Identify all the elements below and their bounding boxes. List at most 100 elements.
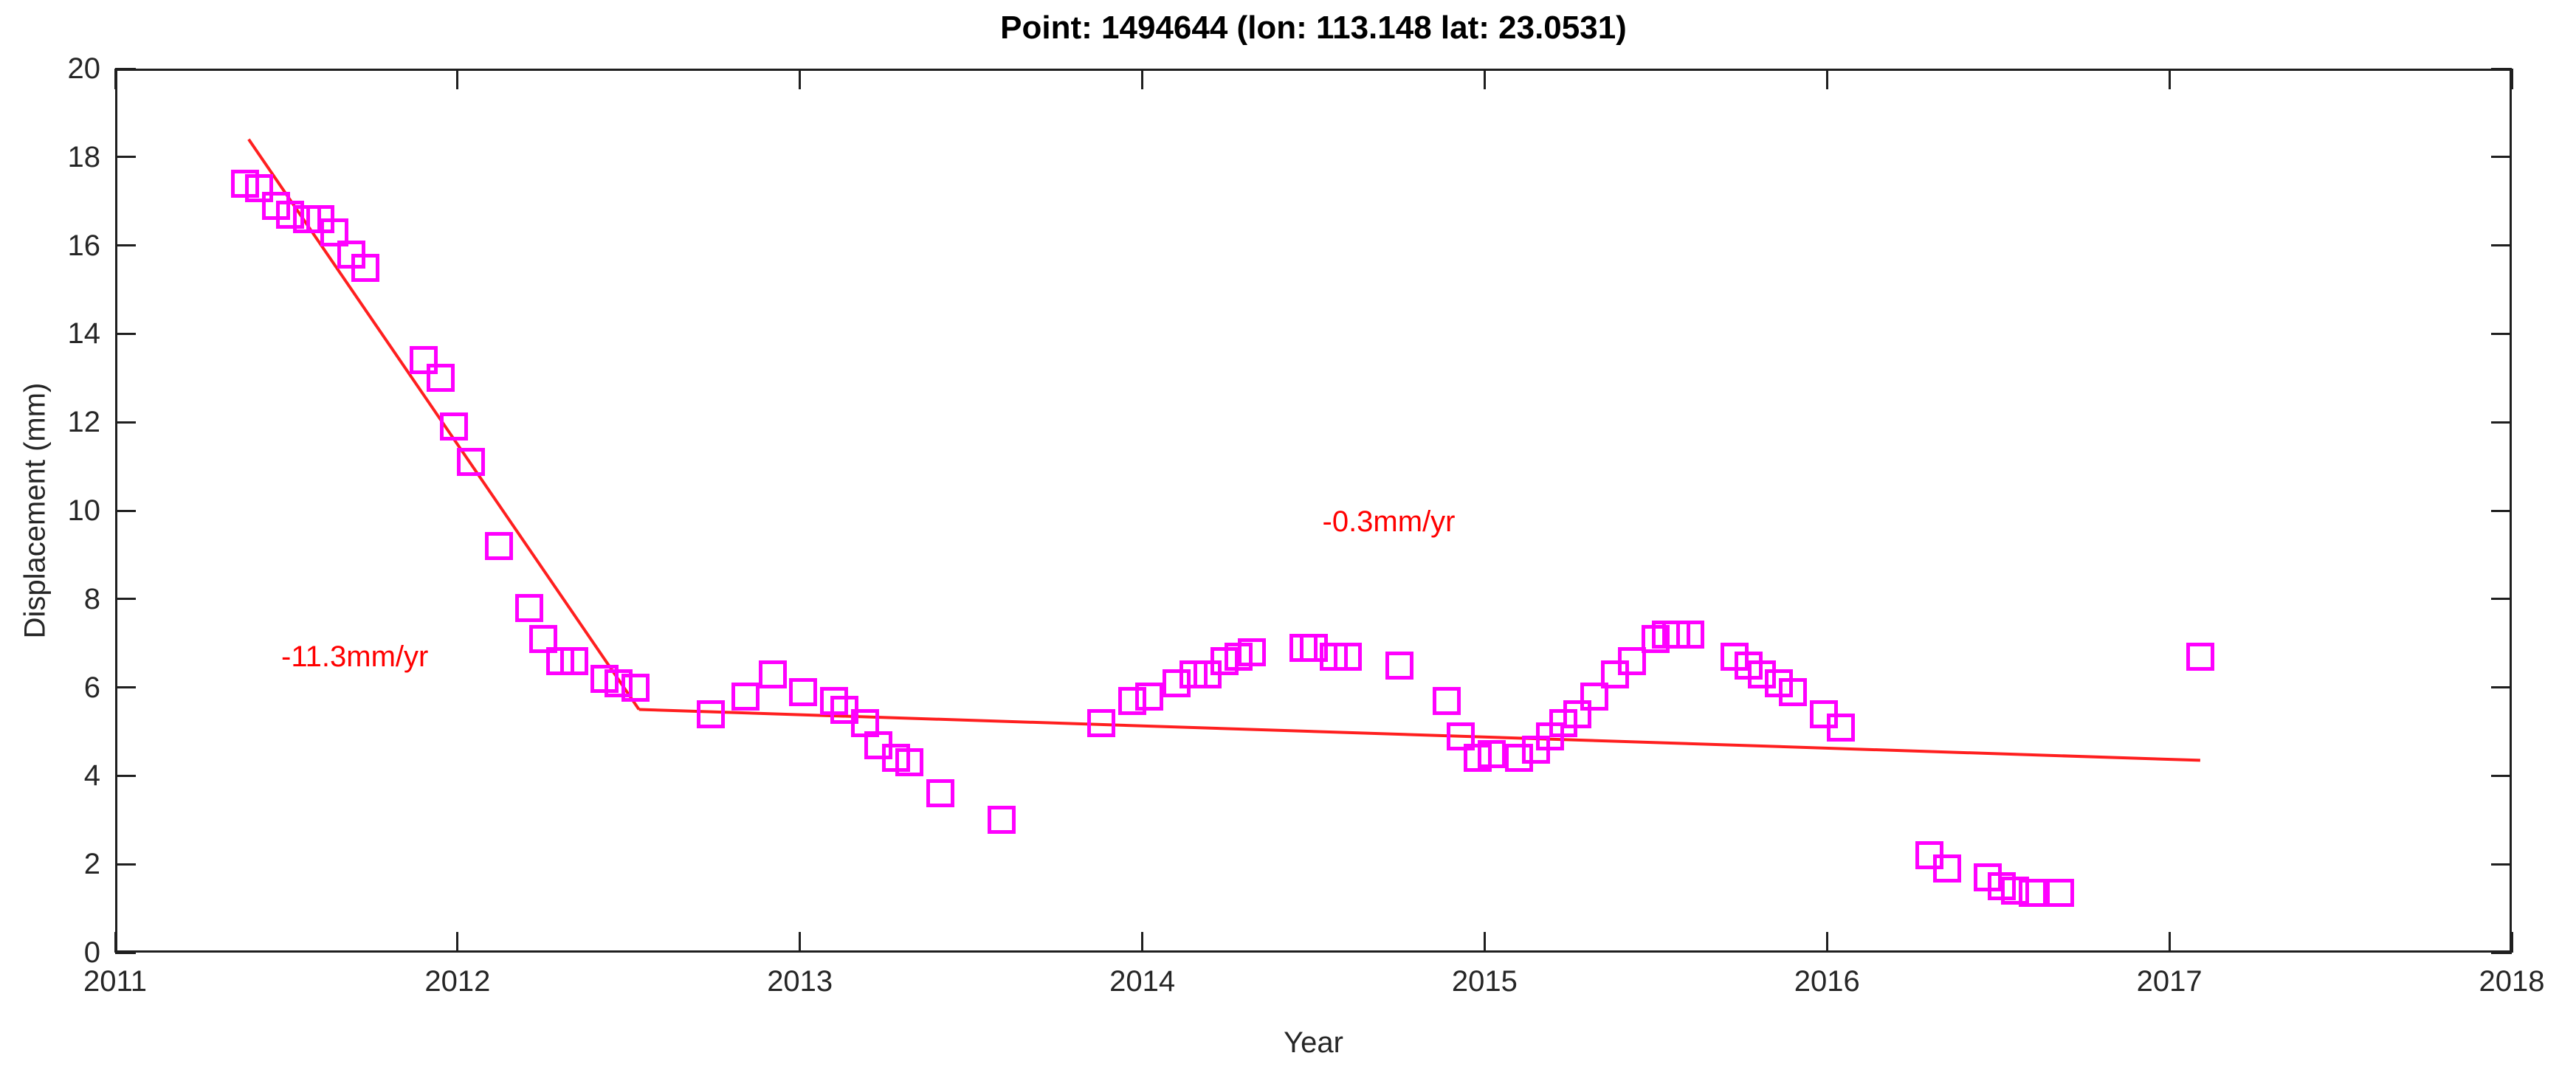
- data-point-marker: [1748, 660, 1777, 688]
- data-point-marker: [1676, 620, 1704, 649]
- y-tick-left: [115, 863, 136, 866]
- y-tick-label: 16: [67, 229, 101, 262]
- x-tick-label: 2017: [2136, 965, 2203, 998]
- x-tick-top: [114, 69, 117, 89]
- data-point-marker: [515, 593, 544, 622]
- data-point-marker: [1163, 669, 1191, 697]
- y-tick-label: 20: [67, 52, 101, 85]
- y-tick-label: 14: [67, 317, 101, 350]
- data-point-marker: [1826, 713, 1855, 742]
- data-point-marker: [1563, 700, 1591, 728]
- data-point-marker: [2045, 879, 2074, 908]
- chart-title: Point: 1494644 (lon: 113.148 lat: 23.053…: [1000, 10, 1627, 46]
- rate-annotation: -11.3mm/yr: [281, 640, 429, 673]
- data-point-marker: [244, 173, 273, 202]
- rate-annotation: -0.3mm/yr: [1322, 505, 1456, 538]
- data-point-marker: [1642, 624, 1670, 653]
- x-tick-bottom: [2168, 932, 2171, 953]
- y-tick-right: [2491, 686, 2512, 689]
- data-point-marker: [1580, 682, 1608, 711]
- y-tick-left: [115, 67, 136, 70]
- data-point-marker: [604, 669, 633, 697]
- data-point-marker: [926, 779, 954, 808]
- y-tick-left: [115, 421, 136, 424]
- y-tick-left: [115, 244, 136, 247]
- data-point-marker: [351, 253, 379, 282]
- x-tick-bottom: [1141, 932, 1144, 953]
- x-tick-label: 2013: [767, 965, 833, 998]
- data-point-marker: [758, 660, 787, 688]
- data-point-marker: [320, 218, 348, 246]
- data-point-marker: [457, 448, 486, 477]
- data-point-marker: [1385, 651, 1413, 680]
- y-tick-label: 18: [67, 140, 101, 173]
- x-tick-label: 2014: [1109, 965, 1176, 998]
- y-tick-left: [115, 686, 136, 689]
- y-tick-label: 0: [83, 936, 100, 969]
- data-point-marker: [820, 686, 849, 715]
- data-point-marker: [1617, 646, 1646, 675]
- data-point-marker: [2001, 877, 2030, 905]
- y-tick-right: [2491, 951, 2512, 954]
- data-point-marker: [731, 682, 760, 711]
- y-tick-label: 8: [83, 582, 100, 615]
- x-tick-label: 2012: [424, 965, 491, 998]
- data-point-marker: [1086, 708, 1115, 737]
- x-tick-bottom: [2510, 932, 2513, 953]
- y-tick-right: [2491, 863, 2512, 866]
- data-point-marker: [1433, 686, 1461, 715]
- x-tick-bottom: [114, 932, 117, 953]
- data-point-marker: [1117, 686, 1146, 715]
- data-point-marker: [1932, 854, 1961, 883]
- y-tick-left: [115, 774, 136, 777]
- data-point-marker: [528, 624, 557, 653]
- x-tick-top: [2168, 69, 2171, 89]
- data-point-marker: [2186, 642, 2214, 671]
- data-point-marker: [1504, 744, 1533, 773]
- y-tick-label: 12: [67, 406, 101, 439]
- y-tick-left: [115, 156, 136, 159]
- data-point-marker: [988, 806, 1016, 835]
- y-tick-right: [2491, 67, 2512, 70]
- x-tick-label: 2016: [1794, 965, 1860, 998]
- data-point-marker: [621, 673, 650, 702]
- y-tick-right: [2491, 598, 2512, 601]
- data-point-marker: [1134, 682, 1163, 711]
- data-point-marker: [1333, 642, 1362, 671]
- x-axis-label: Year: [1284, 1026, 1343, 1059]
- data-point-marker: [895, 748, 924, 777]
- x-tick-label: 2018: [2479, 965, 2545, 998]
- y-tick-label: 2: [83, 848, 100, 881]
- data-point-marker: [1299, 633, 1328, 662]
- data-point-marker: [409, 346, 438, 375]
- y-tick-left: [115, 509, 136, 512]
- data-point-marker: [275, 200, 304, 229]
- x-tick-bottom: [799, 932, 802, 953]
- x-tick-top: [1483, 69, 1486, 89]
- y-tick-label: 6: [83, 671, 100, 704]
- x-tick-top: [799, 69, 802, 89]
- y-tick-right: [2491, 156, 2512, 159]
- data-point-marker: [1447, 722, 1475, 750]
- y-tick-right: [2491, 421, 2512, 424]
- y-tick-label: 4: [83, 759, 100, 792]
- data-point-marker: [1477, 739, 1506, 768]
- data-point-marker: [1778, 677, 1807, 706]
- data-point-marker: [697, 700, 726, 728]
- x-tick-top: [1141, 69, 1144, 89]
- y-tick-right: [2491, 509, 2512, 512]
- y-tick-right: [2491, 244, 2512, 247]
- y-tick-left: [115, 332, 136, 335]
- x-tick-bottom: [1825, 932, 1828, 953]
- data-point-marker: [2018, 879, 2047, 908]
- plot-area: [115, 69, 2512, 953]
- data-point-marker: [1238, 638, 1266, 666]
- y-tick-left: [115, 951, 136, 954]
- data-point-marker: [484, 531, 513, 560]
- x-tick-bottom: [456, 932, 459, 953]
- x-tick-top: [2510, 69, 2513, 89]
- data-point-marker: [440, 412, 469, 441]
- x-tick-label: 2015: [1451, 965, 1518, 998]
- y-axis-label: Displacement (mm): [18, 382, 52, 639]
